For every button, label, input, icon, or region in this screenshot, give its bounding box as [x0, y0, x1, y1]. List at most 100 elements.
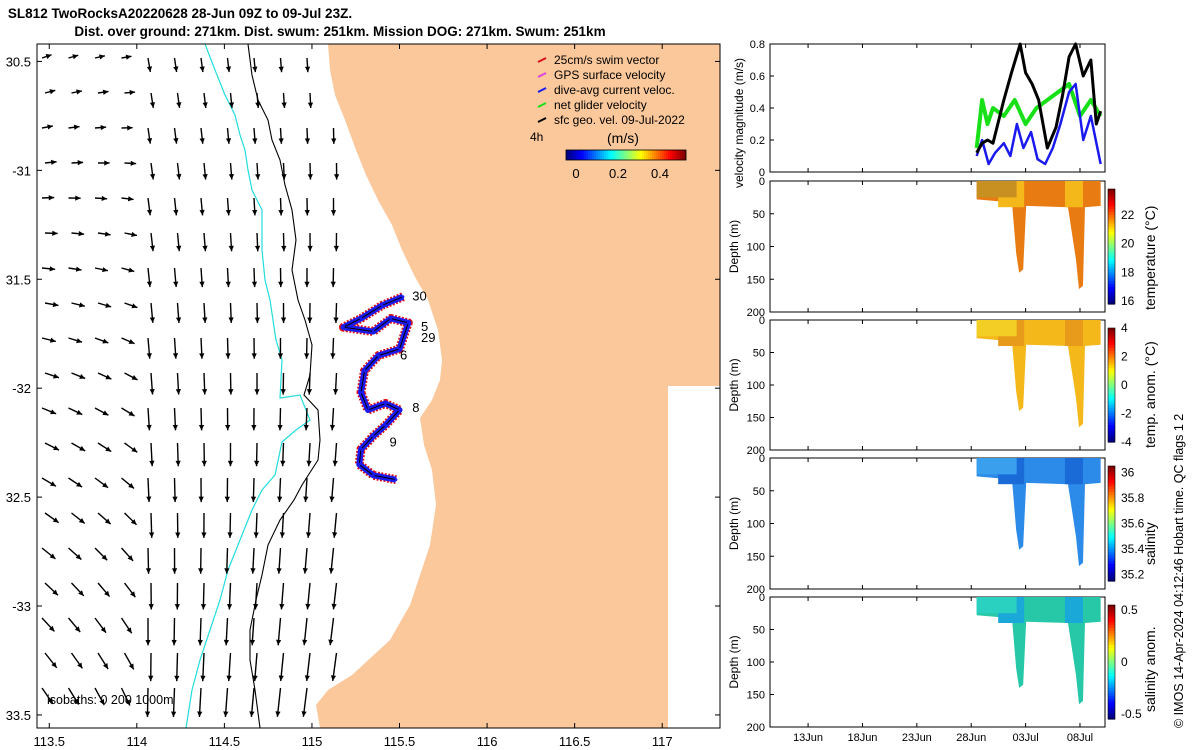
- colorbar-segment: [582, 150, 585, 160]
- depth-ylabel: Depth (m): [727, 220, 741, 273]
- sfc-geo-arrow: [71, 231, 85, 237]
- depth-tick-label: 200: [747, 445, 765, 457]
- colorbar-segment: [1108, 350, 1115, 355]
- track-point: [398, 347, 401, 351]
- colorbar-segment: [1108, 474, 1115, 479]
- colorbar-segment: [1108, 286, 1115, 291]
- depth-ylabel: Depth (m): [727, 635, 741, 688]
- colorbar-segment: [1108, 607, 1115, 612]
- sfc-geo-arrow: [124, 89, 136, 96]
- colorbar-segment: [1108, 373, 1115, 378]
- day-label: 30: [412, 289, 426, 304]
- colorbar-segment: [1108, 575, 1115, 579]
- colorbar-segment: [1108, 258, 1115, 262]
- date-tick-label: 13Jun: [793, 732, 823, 744]
- colorbar-segment: [1108, 345, 1115, 349]
- sfc-geo-arrow: [121, 267, 135, 273]
- sfc-geo-arrow: [252, 127, 258, 144]
- sfc-geo-arrow: [68, 195, 81, 201]
- colorbar-segment: [1108, 336, 1115, 340]
- colorbar-segment: [1108, 410, 1115, 415]
- velocity-axes: [769, 43, 1106, 173]
- time-label: 4h: [530, 130, 543, 144]
- colorbar-segment: [1108, 520, 1115, 525]
- lon-tick-label: 117: [652, 734, 673, 749]
- sfc-geo-arrow: [44, 442, 60, 451]
- legend-marker: [537, 72, 547, 78]
- sfc-geo-arrow: [71, 89, 83, 95]
- sfc-geo-arrow: [148, 512, 155, 538]
- sfc-geo-arrow: [301, 687, 308, 717]
- colorbar-segment: [1108, 292, 1115, 296]
- sfc-geo-arrow: [44, 301, 59, 308]
- sfc-geo-arrow: [68, 337, 83, 344]
- colorbar-segment: [1108, 613, 1115, 617]
- colorbar-segment: [630, 150, 633, 160]
- sfc-geo-arrow: [68, 407, 83, 416]
- colorbar-segment: [1108, 226, 1115, 230]
- colorbar-segment: [574, 150, 577, 160]
- sfc-geo-arrow: [281, 232, 287, 252]
- sfc-geo-arrow: [280, 302, 287, 323]
- colorbar-segment: [1108, 252, 1115, 256]
- lon-tick-label: 115: [302, 734, 323, 749]
- colorbar-segment: [590, 150, 593, 160]
- sfc-geo-arrow: [97, 582, 111, 598]
- temperature-cbar-label: temperature (°C): [1142, 205, 1158, 310]
- sfc-geo-arrow: [200, 652, 206, 682]
- track-point: [359, 447, 363, 451]
- colorbar-segment: [568, 150, 571, 160]
- colorbar-segment: [626, 150, 629, 160]
- colorbar-segment: [1108, 399, 1115, 403]
- sfc-geo-arrow: [225, 127, 232, 144]
- depth-tick-label: 50: [753, 209, 765, 221]
- colorbar-segment: [1108, 546, 1115, 550]
- colorbar-segment: [1108, 260, 1115, 265]
- colorbar-segment: [1108, 197, 1115, 202]
- colorbar-segment: [1108, 656, 1115, 660]
- colorbar-segment: [1108, 223, 1115, 227]
- colorbar-segment: [1108, 203, 1115, 207]
- sfc-geo-arrow: [41, 617, 55, 632]
- colorbar-segment: [1108, 235, 1115, 239]
- colorbar-segment: [592, 150, 595, 160]
- colorbar-segment: [1108, 664, 1115, 669]
- sfc-geo-arrow: [172, 337, 179, 359]
- track-point: [357, 463, 361, 466]
- sfc-geo-arrow: [330, 337, 336, 359]
- legend-marker: [537, 117, 547, 123]
- sfc-geo-arrow: [252, 57, 258, 73]
- sfc-geo-arrow: [176, 92, 182, 108]
- sfc-geo-arrow: [280, 372, 286, 395]
- sfc-geo-arrow: [250, 477, 257, 503]
- colorbar-segment: [1108, 543, 1115, 548]
- velocity-ytick-label: 0.4: [750, 103, 765, 115]
- sfc-geo-arrow: [281, 92, 287, 109]
- colorbar-segment: [1108, 552, 1115, 556]
- sfc-geo-arrow: [123, 652, 135, 670]
- colorbar-segment: [612, 150, 615, 160]
- sfc-geo-arrow: [94, 687, 105, 706]
- sfc-geo-arrow: [302, 617, 308, 646]
- sfc-geo-arrow: [97, 160, 110, 166]
- colorbar-segment: [1108, 281, 1115, 285]
- colorbar-segment: [616, 150, 619, 160]
- track-point: [359, 391, 363, 394]
- lat-tick-label: 31.5: [6, 272, 31, 287]
- colorbar-segment: [1108, 356, 1115, 360]
- colorbar-segment: [1108, 365, 1115, 369]
- colorbar-segment: [1108, 237, 1115, 242]
- sfc-geo-arrow: [71, 372, 86, 380]
- depth-tick-label: 150: [747, 551, 765, 563]
- colorbar-segment: [648, 150, 651, 160]
- colorbar-segment: [614, 150, 617, 160]
- sfc-geo-arrow: [171, 617, 177, 646]
- date-tick-label: 08Jul: [1067, 732, 1093, 744]
- sfc-geo-arrow: [44, 582, 59, 596]
- sfc-geo-arrow: [224, 477, 230, 503]
- colorbar-segment: [662, 150, 665, 160]
- sfc-geo-arrow: [330, 197, 337, 216]
- colorbar-segment: [576, 150, 579, 160]
- temperature-colorbar: [1107, 188, 1116, 305]
